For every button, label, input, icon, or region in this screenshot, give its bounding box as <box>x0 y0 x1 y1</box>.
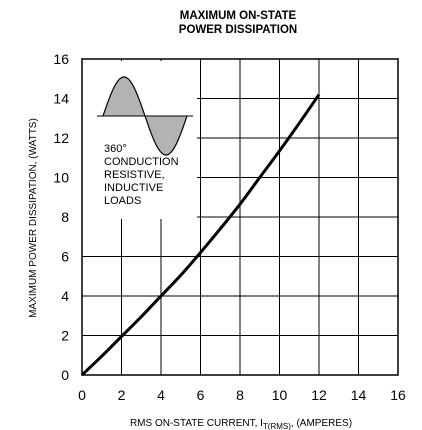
y-tick-label: 2 <box>61 328 69 344</box>
x-axis-label-subscript: T(RMS) <box>263 422 291 430</box>
x-tick-label: 8 <box>236 387 244 403</box>
y-tick-label: 10 <box>53 170 69 186</box>
y-tick-label: 12 <box>53 130 69 146</box>
y-axis-label: MAXIMUM POWER DISSIPATION, (WATTS) <box>28 118 39 318</box>
x-tick-label: 2 <box>118 387 126 403</box>
y-tick-label: 14 <box>53 91 69 107</box>
x-tick-label: 4 <box>157 387 165 403</box>
plot-frame <box>81 58 399 376</box>
x-tick-label: 14 <box>351 387 367 403</box>
x-axis-label-prefix: RMS ON-STATE CURRENT, I <box>130 418 263 429</box>
y-tick-label: 6 <box>61 249 69 265</box>
chart-title-line1: MAXIMUM ON-STATE <box>180 10 297 22</box>
x-axis-label-suffix: , (AMPERES) <box>291 418 352 429</box>
x-tick-label: 16 <box>390 387 406 403</box>
tick-labels: 0 2 4 6 8 10 12 14 16 0 2 4 6 8 10 12 14 16 <box>53 51 406 403</box>
x-tick-label: 0 <box>78 387 86 403</box>
x-axis-label: RMS ON-STATE CURRENT, IT(RMS), (AMPERES) <box>130 418 352 430</box>
annotation-line-2: CONDUCTION <box>104 156 179 168</box>
annotation-line-1: 360° <box>104 143 127 155</box>
series-line <box>80 93 321 377</box>
y-tick-label: 4 <box>61 288 69 304</box>
x-tick-label: 10 <box>272 387 288 403</box>
annotation-line-3: RESISTIVE, <box>104 169 165 181</box>
y-tick-label: 8 <box>61 209 69 225</box>
x-tick-label: 6 <box>197 387 205 403</box>
annotation-line-5: LOADS <box>104 195 141 207</box>
y-tick-label: 0 <box>61 367 69 383</box>
annotation-line-4: INDUCTIVE <box>104 182 163 194</box>
y-tick-label: 16 <box>53 51 69 67</box>
x-tick-label: 12 <box>311 387 327 403</box>
chart-title-line2: POWER DISSIPATION <box>179 24 297 36</box>
